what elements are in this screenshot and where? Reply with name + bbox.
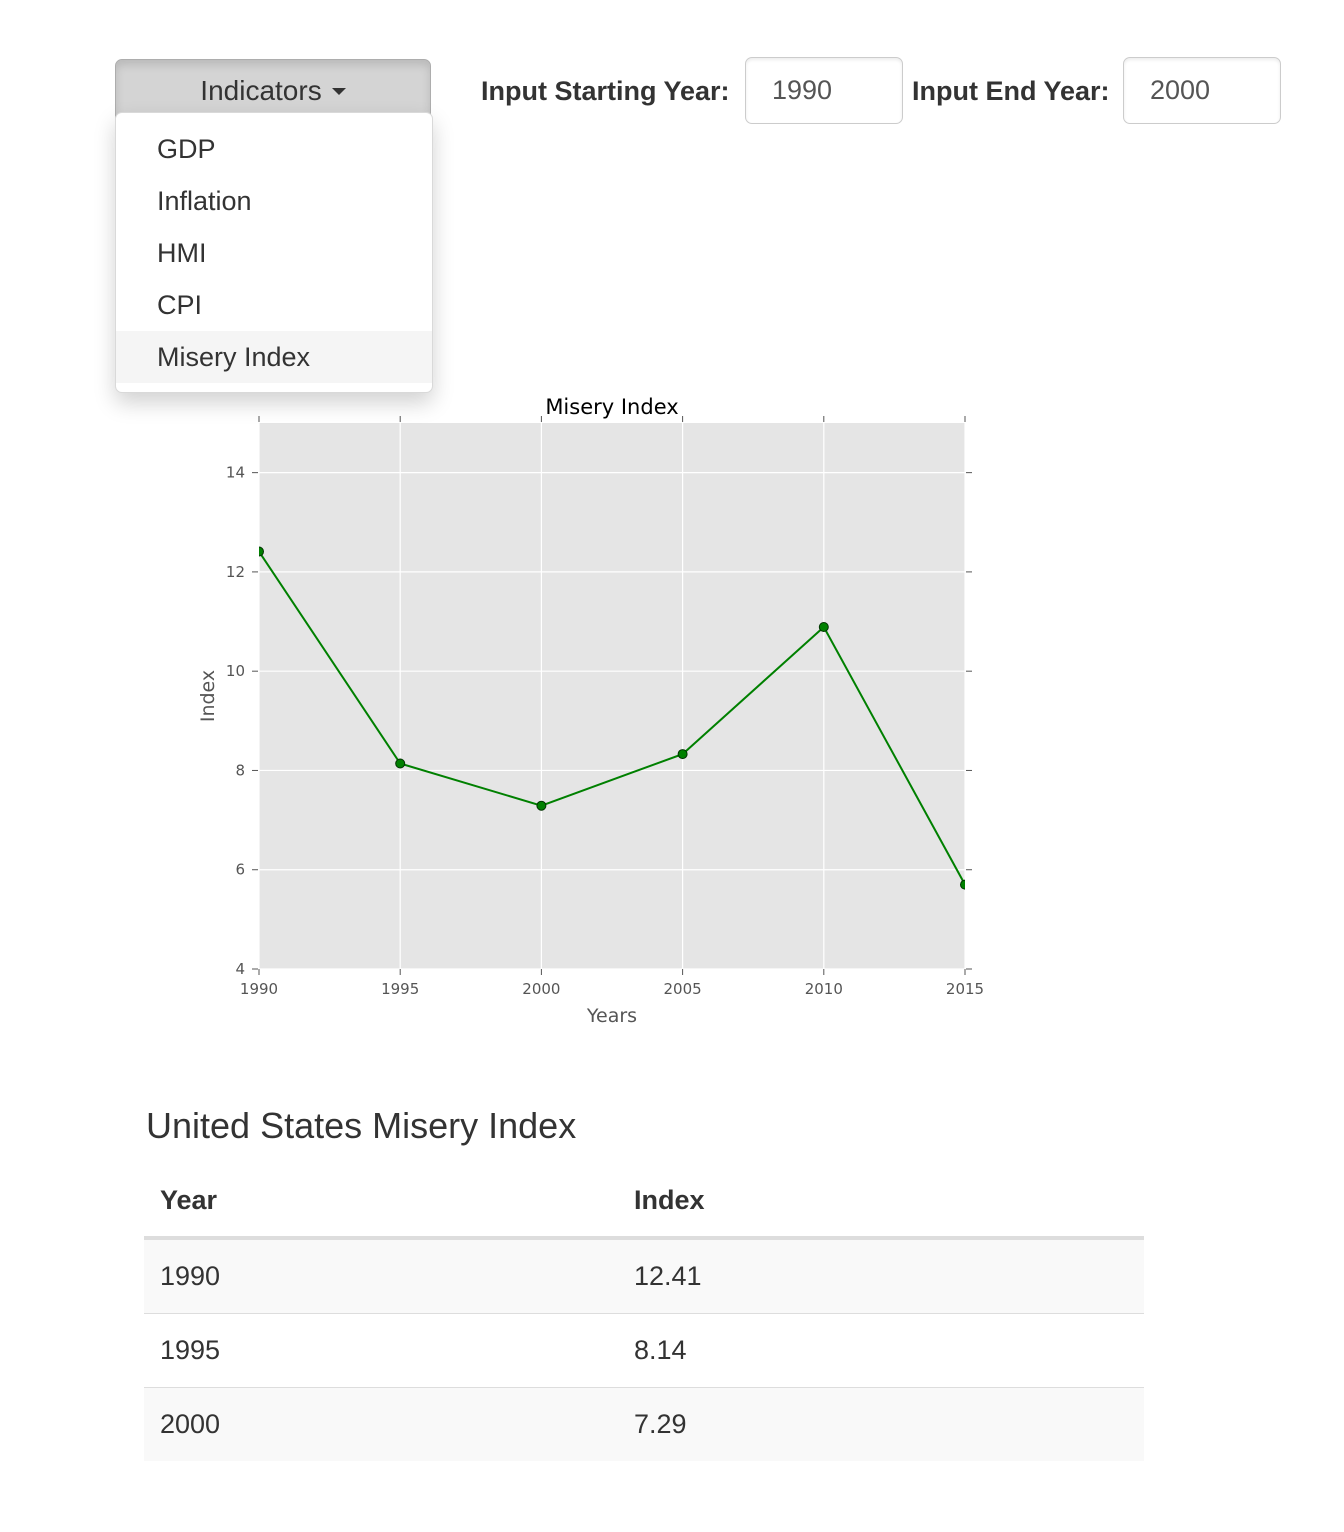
misery-index-table: Year Index 1990 12.41 1995 8.14 2000 7.2… [144,1164,1144,1461]
end-year-input[interactable] [1123,57,1281,124]
y-tick-label: 14 [226,464,245,482]
data-point [536,800,547,811]
y-tick-label: 6 [235,861,245,879]
table-cell-index: 12.41 [618,1238,1144,1314]
y-tick-label: 4 [235,960,245,978]
data-point [818,622,829,633]
menu-item-hmi[interactable]: HMI [157,238,207,268]
table-row: 2000 7.29 [144,1387,1144,1461]
menu-item-misery-index[interactable]: Misery Index [116,331,432,383]
series-line [259,551,965,886]
start-year-label: Input Starting Year: [481,76,730,106]
y-tick-label: 12 [226,563,245,581]
table-header-row: Year Index [144,1164,1144,1240]
data-point [960,879,965,890]
end-year-label: Input End Year: [912,76,1110,106]
caret-down-icon [331,87,346,95]
table-row: 1995 8.14 [144,1313,1144,1388]
y-axis-label: Index [197,670,219,722]
start-year-input[interactable] [745,57,903,124]
column-header-index: Index [618,1164,1144,1240]
menu-item-inflation[interactable]: Inflation [157,186,252,216]
menu-item-gdp[interactable]: GDP [157,134,216,164]
table-cell-year: 1990 [144,1238,618,1314]
indicators-dropdown-menu: GDP Inflation HMI CPI Misery Index [115,112,433,393]
x-tick-label: 2010 [805,980,843,998]
table-cell-index: 8.14 [618,1313,1144,1388]
table-title: United States Misery Index [146,1105,577,1146]
y-tick-label: 10 [226,662,245,680]
table-cell-year: 1995 [144,1313,618,1388]
x-axis-label: Years [586,1005,637,1027]
indicators-dropdown-label: Indicators [200,75,322,106]
x-tick-label: 1990 [240,980,278,998]
column-header-year: Year [144,1164,618,1240]
chart-title: Misery Index [545,395,678,419]
plot-background [259,423,965,969]
data-point [259,546,264,557]
x-tick-label: 1995 [381,980,419,998]
table-row: 1990 12.41 [144,1238,1144,1314]
x-tick-label: 2015 [946,980,984,998]
x-tick-label: 2000 [522,980,560,998]
table-cell-index: 7.29 [618,1387,1144,1461]
data-point [395,758,406,769]
x-tick-label: 2005 [664,980,702,998]
data-point [677,749,688,760]
y-tick-label: 8 [235,761,245,779]
table-cell-year: 2000 [144,1387,618,1461]
menu-item-cpi[interactable]: CPI [157,290,203,320]
misery-index-chart: 1990 1995 2000 2005 2010 2015 4 6 8 10 12 14 Misery … [197,395,984,1027]
